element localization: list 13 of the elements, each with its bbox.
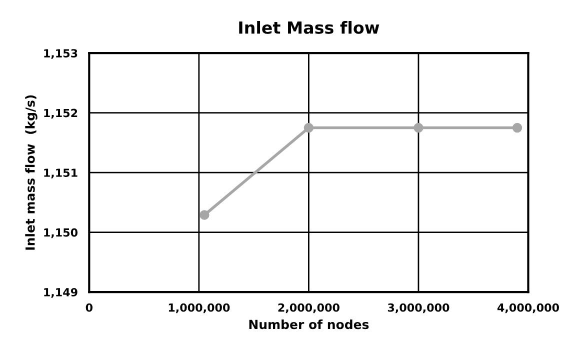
- y-tick-label: 1,149: [44, 288, 78, 298]
- y-tick-label: 1,152: [44, 108, 78, 119]
- x-tick-label: 4,000,000: [497, 303, 559, 314]
- x-axis-title: Number of nodes: [249, 319, 369, 330]
- y-tick-label: 1,153: [44, 49, 78, 59]
- x-tick-label: 0: [86, 303, 93, 312]
- y-tick-label: 1,151: [44, 168, 78, 178]
- y-axis-title: Inlet mass flow (kg/s): [25, 95, 38, 250]
- x-tick-label: 1,000,000: [168, 303, 230, 314]
- chart-title: Inlet Mass flow: [239, 20, 380, 34]
- x-tick-label: 2,000,000: [278, 303, 340, 314]
- x-tick-label: 3,000,000: [388, 303, 450, 314]
- y-tick-label: 1,150: [44, 228, 78, 238]
